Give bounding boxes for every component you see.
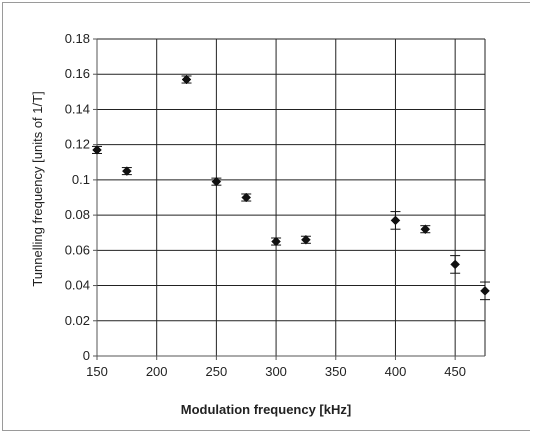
- y-axis-title: Tunnelling frequency [units of 1/T]: [30, 91, 45, 286]
- data-point: [121, 166, 132, 176]
- y-tick-label: 0.1: [72, 172, 90, 187]
- y-tick-label: 0.16: [65, 66, 90, 81]
- y-tick-label: 0.06: [65, 242, 90, 257]
- data-point: [480, 285, 490, 296]
- y-tick-labels: 0 0.02 0.04 0.06 0.08 0.1 0.12 0.14 0.16 0.18: [65, 31, 90, 363]
- data-point: [241, 192, 252, 203]
- y-tick-label: 0: [83, 348, 90, 363]
- x-axis-title: Modulation frequency [kHz]: [181, 402, 351, 417]
- data-point: [450, 259, 461, 270]
- data-point: [92, 145, 102, 155]
- x-tick-label: 450: [444, 364, 466, 379]
- axes: [93, 38, 485, 360]
- x-tick-labels: 150 200 250 300 350 400 450: [86, 364, 466, 379]
- data-point: [211, 176, 222, 187]
- data-point: [271, 236, 281, 247]
- data-point: [181, 74, 192, 85]
- y-tick-label: 0.14: [65, 101, 90, 116]
- x-tick-label: 300: [265, 364, 287, 379]
- x-tick-label: 350: [325, 364, 347, 379]
- y-tick-label: 0.08: [65, 207, 90, 222]
- data-point: [390, 215, 401, 226]
- x-tick-label: 150: [86, 364, 108, 379]
- data-point: [301, 234, 311, 245]
- y-tick-label: 0.04: [65, 278, 90, 293]
- grid-lines: [97, 38, 486, 356]
- data-points: [92, 74, 490, 296]
- x-tick-label: 250: [206, 364, 228, 379]
- y-tick-label: 0.02: [65, 313, 90, 328]
- y-tick-label: 0.12: [65, 137, 90, 152]
- x-tick-label: 200: [146, 364, 168, 379]
- x-tick-label: 400: [385, 364, 407, 379]
- y-tick-label: 0.18: [65, 31, 90, 46]
- data-point: [420, 224, 431, 235]
